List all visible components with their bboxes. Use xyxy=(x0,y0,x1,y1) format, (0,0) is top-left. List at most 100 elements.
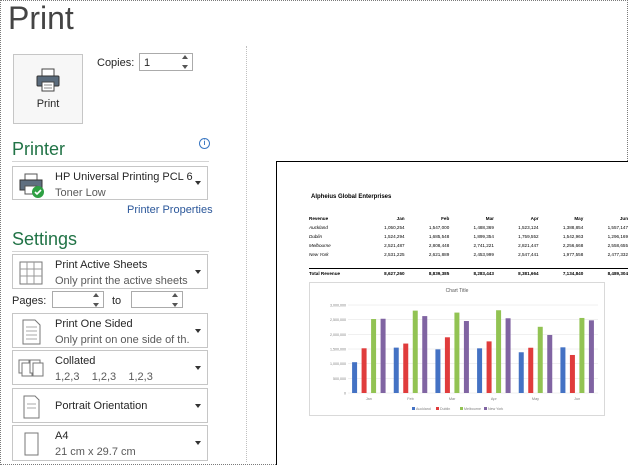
table-cell: 8,839,385 xyxy=(404,268,450,278)
printer-icon xyxy=(36,68,60,92)
info-icon[interactable]: i xyxy=(199,138,210,149)
preview-header-cell: Apr xyxy=(530,216,539,221)
y-tick-label: 2,500,000 xyxy=(330,318,346,322)
chevron-down-icon[interactable] xyxy=(195,404,201,408)
table-cell: 8,627,260 xyxy=(359,268,405,278)
bar xyxy=(412,310,418,393)
print-scope-subtitle: Only print the active sheets xyxy=(55,275,188,287)
chart-title: Chart Title xyxy=(446,288,469,294)
spin-down-icon[interactable] xyxy=(182,65,188,69)
table-row: Dublin 1,524,294 1,685,548 1,899,354 1,7… xyxy=(309,232,628,241)
table-row: Auckland 1,050,254 1,547,000 1,488,369 1… xyxy=(309,223,628,232)
panel-divider xyxy=(246,46,248,462)
spin-down-icon[interactable] xyxy=(172,303,178,307)
collation-title: Collated xyxy=(55,355,96,367)
bar xyxy=(505,318,511,393)
bar xyxy=(380,318,386,393)
legend-swatch xyxy=(460,407,463,410)
sides-dropdown[interactable]: Print One Sided Only print on one side o… xyxy=(12,313,208,348)
copies-label: Copies: xyxy=(97,57,135,69)
table-cell: 1,050,254 xyxy=(384,225,405,230)
bar xyxy=(422,316,428,393)
table-cell: New York xyxy=(309,252,329,257)
bar xyxy=(435,349,441,393)
table-cell: 7,134,840 xyxy=(538,268,584,278)
legend-label: Melbourne xyxy=(464,407,481,411)
print-scope-dropdown[interactable]: Print Active Sheets Only print the activ… xyxy=(12,254,208,289)
table-cell: Dublin xyxy=(309,234,323,239)
preview-header-cell: Revenue xyxy=(309,216,329,221)
bar xyxy=(547,334,553,393)
legend-swatch xyxy=(436,407,439,410)
page-title: Print xyxy=(8,0,74,36)
printer-section-divider xyxy=(12,161,209,162)
print-button[interactable]: Print xyxy=(13,54,83,124)
pages-from-spinner[interactable] xyxy=(93,293,101,307)
printer-status: Toner Low xyxy=(55,187,106,199)
preview-company-title: Alpheius Global Enterprises xyxy=(311,194,392,200)
chevron-down-icon[interactable] xyxy=(195,329,201,333)
copies-value: 1 xyxy=(144,57,151,69)
spin-up-icon[interactable] xyxy=(182,55,188,59)
copies-input[interactable]: 1 xyxy=(139,53,193,71)
spin-up-icon[interactable] xyxy=(93,293,99,297)
table-cell: 1,488,369 xyxy=(473,225,494,230)
table-cell: 1,977,558 xyxy=(562,252,584,257)
spin-down-icon[interactable] xyxy=(93,303,99,307)
paper-size-dropdown[interactable]: A4 21 cm x 29.7 cm xyxy=(12,425,208,461)
y-tick-label: 1,500,000 xyxy=(330,348,346,352)
bar xyxy=(393,347,399,393)
x-tick-label: May xyxy=(532,397,539,401)
table-cell: 2,531,225 xyxy=(384,252,405,257)
copies-spinner[interactable] xyxy=(182,55,190,69)
paper-size-subtitle: 21 cm x 29.7 cm xyxy=(55,446,136,458)
x-tick-label: Jan xyxy=(366,397,372,401)
legend-label: Dublin xyxy=(440,407,450,411)
chevron-down-icon[interactable] xyxy=(195,441,201,445)
printer-dropdown[interactable]: HP Universal Printing PCL 6 Toner Low xyxy=(12,166,208,200)
table-cell: 1,542,963 xyxy=(562,234,584,239)
table-cell: 2,741,221 xyxy=(473,243,494,248)
chevron-down-icon[interactable] xyxy=(195,181,201,185)
chevron-down-icon[interactable] xyxy=(195,270,201,274)
orientation-dropdown[interactable]: Portrait Orientation xyxy=(12,388,208,423)
printer-ready-icon xyxy=(19,173,44,198)
table-cell: 2,821,447 xyxy=(518,243,539,248)
x-tick-label: Feb xyxy=(407,397,414,401)
table-cell: Total Revenue xyxy=(309,268,360,278)
preview-table: Revenue Jan Feb Mar Apr May Jun Auckland… xyxy=(309,214,628,278)
y-tick-label: 500,000 xyxy=(333,377,346,381)
table-cell: 1,388,854 xyxy=(562,225,584,230)
table-cell: 2,621,889 xyxy=(428,252,450,257)
collation-dropdown[interactable]: Collated 1,2,3 1,2,3 1,2,3 xyxy=(12,350,208,385)
sides-subtitle: Only print on one side of th... xyxy=(55,334,190,346)
pages-from-input[interactable] xyxy=(52,291,104,308)
table-cell: 1,557,147 xyxy=(607,225,628,230)
pages-to-input[interactable] xyxy=(131,291,183,308)
spin-up-icon[interactable] xyxy=(172,293,178,297)
printer-properties-link[interactable]: Printer Properties xyxy=(127,204,213,216)
portrait-page-icon xyxy=(23,395,40,419)
bar xyxy=(477,348,483,393)
chevron-down-icon[interactable] xyxy=(195,366,201,370)
legend-label: Auckland xyxy=(416,407,431,411)
bar xyxy=(579,317,585,393)
table-cell: 1,547,000 xyxy=(428,225,450,230)
table-cell: 8,381,664 xyxy=(493,268,539,278)
pages-to-spinner[interactable] xyxy=(172,293,180,307)
table-cell: 2,808,448 xyxy=(428,243,450,248)
pages-label: Pages: xyxy=(12,295,47,307)
table-cell: 2,453,999 xyxy=(473,252,494,257)
x-tick-label: Mar xyxy=(449,397,456,401)
table-cell: 1,523,124 xyxy=(518,225,539,230)
printer-section-title: Printer xyxy=(12,139,66,159)
bar xyxy=(403,343,409,393)
preview-header-cell: Feb xyxy=(441,216,450,221)
x-tick-label: Jun xyxy=(574,397,580,401)
printer-name: HP Universal Printing PCL 6 xyxy=(55,171,193,183)
bar xyxy=(518,352,524,393)
table-cell: 2,558,655 xyxy=(607,243,628,248)
y-tick-label: 2,000,000 xyxy=(330,333,346,337)
table-cell: 1,685,548 xyxy=(428,234,450,239)
sheet-icon xyxy=(19,261,43,285)
